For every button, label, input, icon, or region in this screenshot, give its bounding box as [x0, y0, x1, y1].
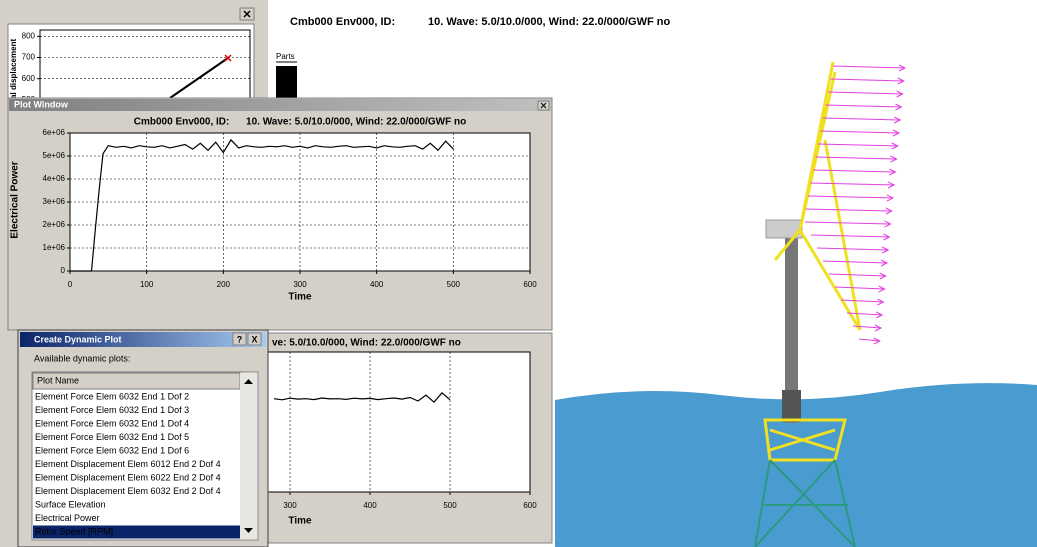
- load-arrow: [817, 142, 899, 150]
- selection: [33, 525, 240, 539]
- chart-2: 300 400 500 600: [273, 352, 537, 510]
- x-tick-label: 200: [217, 280, 231, 289]
- dialog-label: Available dynamic plots:: [34, 353, 130, 363]
- bg-line: [169, 57, 229, 99]
- parts-label: Parts: [276, 52, 295, 61]
- list-item[interactable]: Element Displacement Elem 6022 End 2 Dof…: [35, 472, 221, 482]
- scroll-down[interactable]: [244, 528, 253, 533]
- x-tick-label: 300: [293, 280, 307, 289]
- load-arrow: [815, 155, 898, 163]
- y-tick-label: 5e+06: [43, 151, 66, 160]
- load-arrow: [804, 220, 892, 228]
- y-tick-label: 6e+06: [43, 128, 66, 137]
- x-tick-label: 600: [523, 280, 537, 289]
- load-arrow: [828, 272, 887, 280]
- jacket-lattice: [754, 459, 856, 547]
- help-button[interactable]: [232, 332, 247, 346]
- chart-title-2: ve: 5.0/10.0/000, Wind: 22.0/000/GWF no: [272, 338, 461, 349]
- header-left: Cmb000 Env000, ID:: [290, 16, 395, 28]
- close-icon: [243, 10, 251, 18]
- dialog-close[interactable]: [247, 332, 262, 346]
- list-item[interactable]: Element Force Elem 6032 End 1 Dof 5: [35, 432, 189, 442]
- list-item[interactable]: Electrical Power: [35, 513, 100, 523]
- load-arrow: [827, 90, 904, 98]
- list-item[interactable]: Surface Elevation: [35, 499, 106, 509]
- y-tick-label: 4e+06: [43, 174, 66, 183]
- list-items: Element Force Elem 6032 End 1 Dof 2 Eleme…: [33, 391, 240, 539]
- x-tick-label: 0: [68, 280, 73, 289]
- x-tick-label: 100: [140, 280, 154, 289]
- load-arrow: [858, 337, 881, 345]
- sea: [555, 383, 1037, 547]
- bg-chart-frame: [7, 23, 255, 99]
- x-tick-label: 500: [447, 280, 461, 289]
- load-arrow: [816, 246, 890, 254]
- load-arrow: [846, 311, 884, 319]
- load-arrow: [840, 298, 885, 306]
- y-tick-label: 2e+06: [43, 220, 66, 229]
- x-axis-label-2: Time: [288, 516, 312, 527]
- plot-list[interactable]: [31, 371, 259, 541]
- parts-block: [276, 66, 297, 100]
- data-line: [273, 391, 451, 404]
- dialog-title: Create Dynamic Plot: [34, 334, 122, 344]
- blades: [773, 61, 862, 331]
- load-arrow: [812, 168, 897, 176]
- scroll-up[interactable]: [244, 379, 253, 384]
- nacelle: [765, 219, 803, 239]
- y-tick-label: 600: [22, 74, 36, 83]
- window-title: Plot Window: [14, 99, 69, 109]
- help-label: ?: [237, 334, 243, 344]
- load-arrow: [807, 194, 895, 202]
- transition-piece: [782, 390, 801, 422]
- bg-marker: [224, 54, 232, 62]
- load-arrow: [805, 207, 893, 215]
- y-tick-label: 0: [61, 266, 66, 275]
- chart-title: Cmb000 Env000, ID: 10. Wave: 5.0/10.0/00…: [134, 117, 466, 128]
- load-arrow: [820, 129, 901, 137]
- dialog-title-bar: [20, 332, 266, 347]
- y-tick-label: 700: [22, 53, 36, 62]
- list-column: Plot Name: [37, 375, 79, 385]
- load-arrow: [810, 181, 896, 189]
- data-line: [70, 138, 454, 272]
- bg-y-label: Global displacement: [9, 39, 18, 118]
- load-arrow: [834, 285, 886, 293]
- load-arrow: [825, 103, 903, 111]
- load-arrow: [830, 77, 905, 85]
- list-item[interactable]: Element Force Elem 6032 End 1 Dof 4: [35, 418, 189, 428]
- dialog-close-label: X: [251, 334, 257, 344]
- load-arrow: [852, 324, 883, 332]
- chart: 0 1e+06 2e+06 3e+06 4e+06 5e+06 6e+06 0 100 200 30…: [43, 128, 538, 289]
- list-item[interactable]: Element Force Elem 6032 End 1 Dof 2: [35, 391, 189, 401]
- load-arrow: [822, 259, 889, 267]
- x-axis-label: Time: [288, 292, 312, 303]
- header-right: 10. Wave: 5.0/10.0/000, Wind: 22.0/000/G…: [428, 16, 670, 28]
- x-tick-label: 400: [363, 501, 377, 510]
- load-arrow: [822, 116, 902, 124]
- x-tick-label: 600: [523, 501, 537, 510]
- x-tick-label: 500: [443, 501, 457, 510]
- y-tick-label: 800: [22, 31, 36, 40]
- turbine: [754, 61, 907, 547]
- close-icon: [540, 102, 547, 109]
- y-axis-label: Electrical Power: [10, 161, 21, 238]
- load-arrow: [832, 64, 907, 72]
- scrollbar[interactable]: [240, 373, 257, 539]
- list-item[interactable]: Element Displacement Elem 6032 End 2 Dof…: [35, 486, 221, 496]
- load-arrow: [810, 233, 891, 241]
- list-item[interactable]: Element Force Elem 6032 End 1 Dof 6: [35, 445, 189, 455]
- list-item[interactable]: Rotor Speed [RPM]: [35, 526, 113, 536]
- tower: [785, 238, 798, 423]
- list-item[interactable]: Element Displacement Elem 6012 End 2 Dof…: [35, 459, 221, 469]
- y-tick-label: 3e+06: [43, 197, 66, 206]
- x-tick-label: 400: [370, 280, 384, 289]
- x-tick-label: 300: [283, 501, 297, 510]
- list-item[interactable]: Element Force Elem 6032 End 1 Dof 3: [35, 405, 189, 415]
- title-bar: [9, 99, 551, 111]
- y-tick-label: 1e+06: [43, 243, 66, 252]
